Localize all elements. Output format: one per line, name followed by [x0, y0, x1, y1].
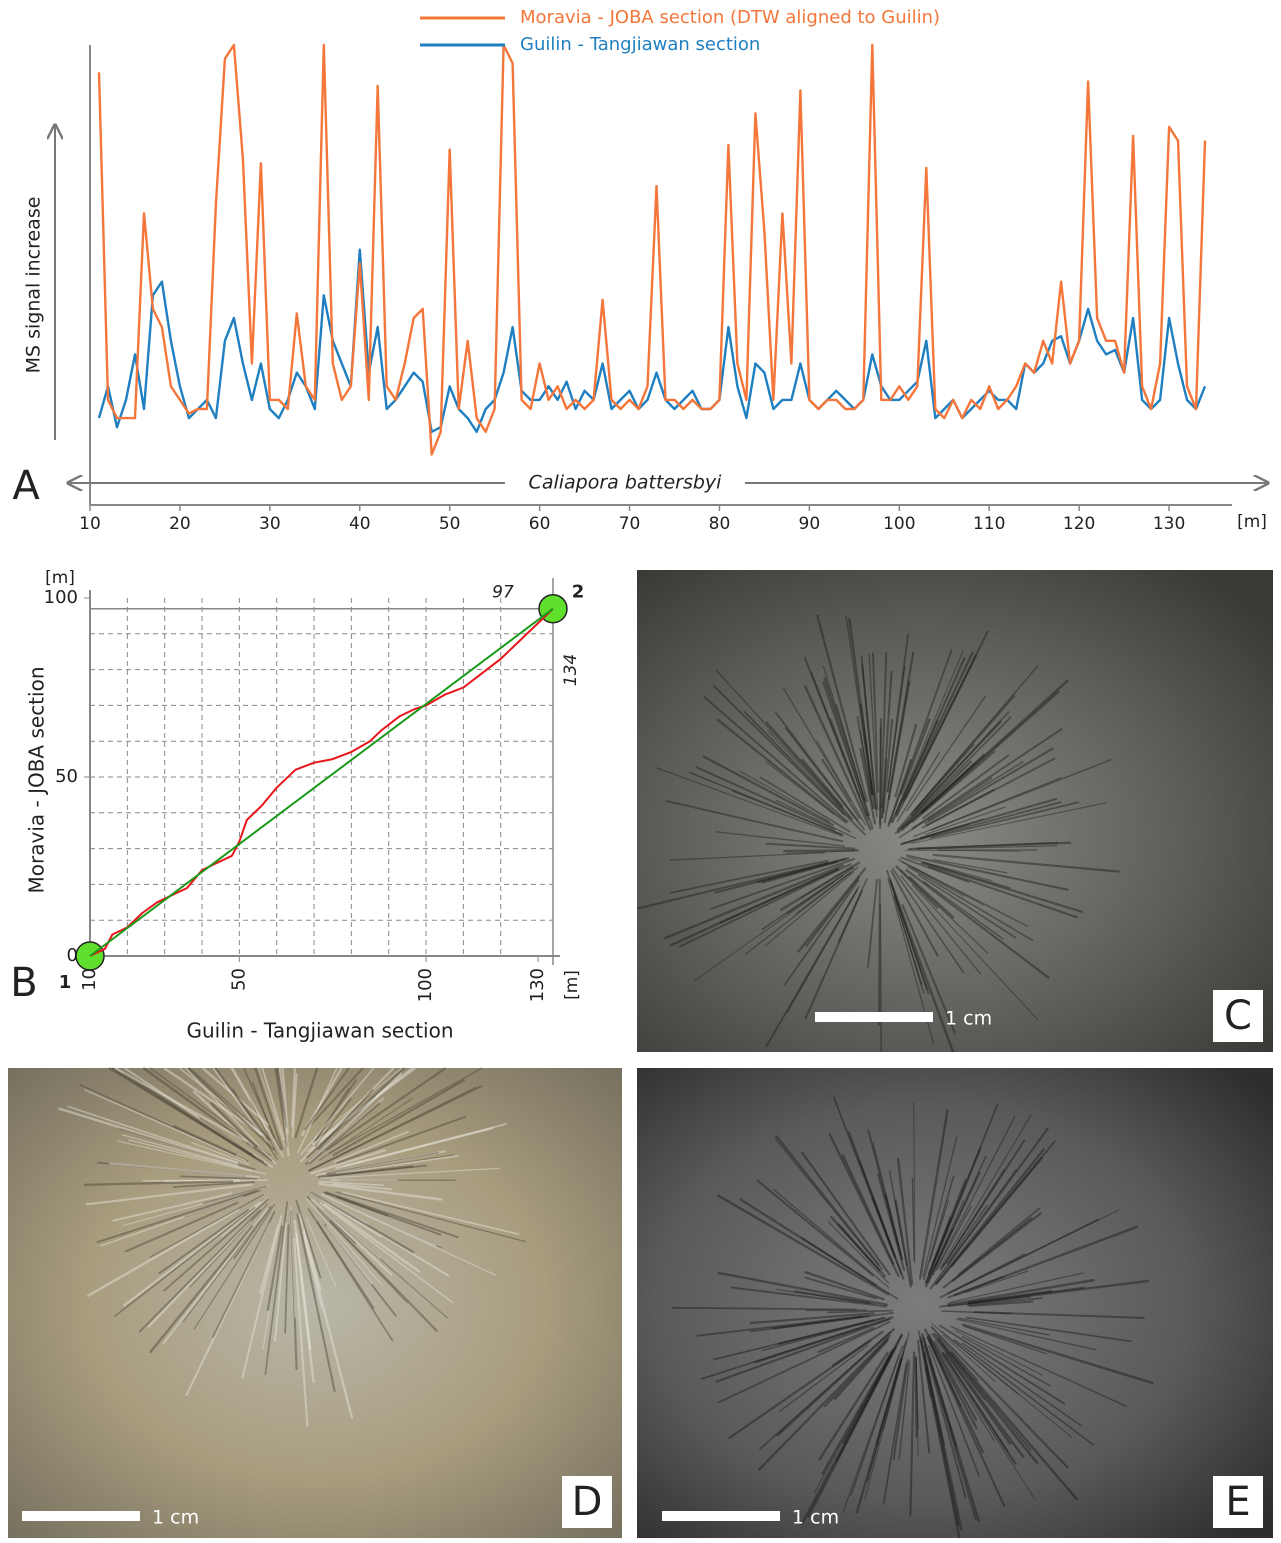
scale-bar — [22, 1511, 140, 1521]
scale-bar-label: 1 cm — [152, 1507, 199, 1529]
x-tick-label: 100 — [883, 514, 915, 534]
endpoint-label: 1 — [59, 972, 72, 993]
x-tick-label: 10 — [79, 514, 101, 534]
x-tick-label: 120 — [1063, 514, 1095, 534]
y-unit: [m] — [45, 568, 75, 588]
photo: 1 cm E — [637, 1068, 1273, 1538]
data-line — [99, 45, 1205, 455]
ref-x-label: 134 — [561, 654, 581, 686]
endpoint-label: 2 — [572, 582, 585, 603]
scale-bar — [815, 1012, 933, 1022]
taxon-annotation: Caliapora battersbyi — [529, 472, 723, 494]
x-tick-label: 70 — [619, 514, 641, 534]
panel-label: D — [572, 1479, 603, 1525]
texture — [916, 1357, 917, 1438]
y-tick-label: 50 — [55, 766, 78, 787]
x-tick-label: 90 — [799, 514, 821, 534]
texture — [879, 879, 880, 1026]
x-tick-label: 130 — [527, 968, 548, 1002]
y-axis-label: Moravia - JOBA section — [25, 667, 49, 894]
texture — [143, 1180, 268, 1181]
panel-label: A — [12, 463, 40, 509]
data-line — [90, 609, 553, 956]
x-tick-label: 40 — [349, 514, 371, 534]
panel-label: E — [1225, 1479, 1250, 1525]
x-unit: [m] — [1237, 512, 1267, 532]
x-unit: [m] — [562, 970, 582, 1000]
x-tick-label: 110 — [973, 514, 1005, 534]
x-tick-label: 20 — [169, 514, 191, 534]
legend-entry: Guilin - Tangjiawan section — [520, 34, 760, 55]
scale-bar-label: 1 cm — [945, 1008, 992, 1030]
x-tick-label: 60 — [529, 514, 551, 534]
x-tick-label: 10 — [79, 968, 100, 991]
x-axis-label: Guilin - Tangjiawan section — [186, 1019, 453, 1043]
panel-label: B — [10, 960, 37, 1006]
x-tick-label: 30 — [259, 514, 281, 534]
x-tick-label: 100 — [415, 968, 436, 1002]
figure: Caliapora battersbyi MS signal increase … — [0, 0, 1281, 1543]
x-tick-label: 80 — [709, 514, 731, 534]
scale-bar-label: 1 cm — [792, 1507, 839, 1529]
scale-bar — [662, 1511, 780, 1521]
photo: 1 cm C — [637, 570, 1273, 1052]
texture — [880, 719, 881, 825]
panel-label: C — [1224, 993, 1252, 1039]
legend-entry: Moravia - JOBA section (DTW aligned to G… — [520, 7, 940, 28]
x-tick-label: 50 — [228, 968, 249, 991]
y-axis-label: MS signal increase — [23, 197, 45, 374]
photo: 1 cm D — [8, 1068, 622, 1538]
ref-y-label: 97 — [492, 583, 514, 603]
texture — [880, 904, 881, 1052]
x-tick-label: 130 — [1153, 514, 1185, 534]
y-tick-label: 100 — [44, 587, 78, 608]
x-tick-label: 50 — [439, 514, 461, 534]
